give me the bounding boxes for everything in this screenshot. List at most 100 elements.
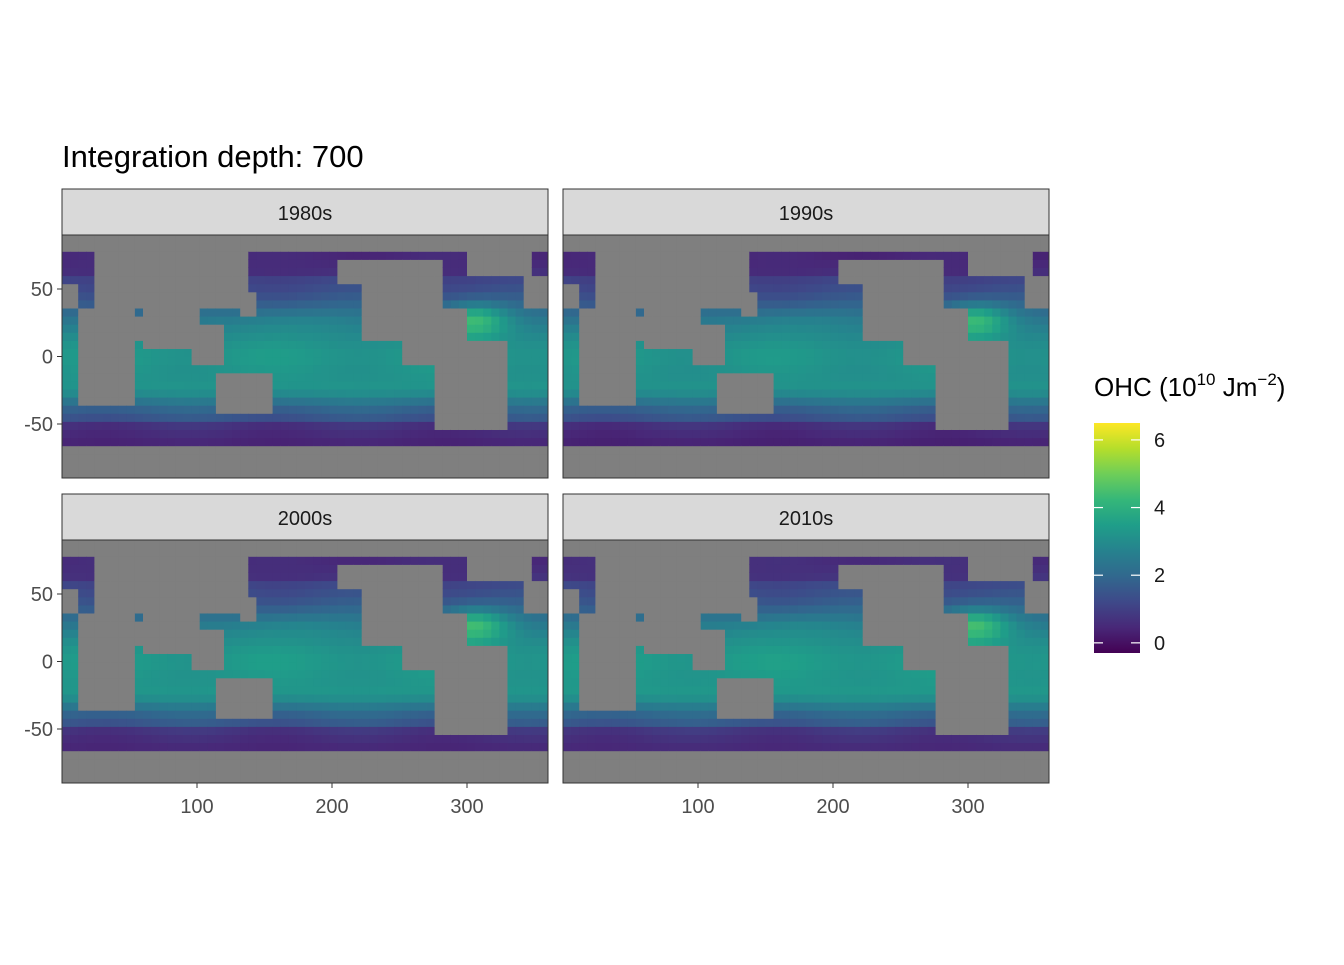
heatmap-cell [184,259,193,268]
heatmap-cell [86,556,95,565]
heatmap-cell [774,235,783,244]
heatmap-cell [928,446,937,455]
heatmap-cell [370,316,379,325]
heatmap-cell [798,446,807,455]
heatmap-cell [281,348,290,357]
heatmap-cell [741,332,750,341]
heatmap-cell [467,429,476,438]
heatmap-cell [830,397,839,406]
heatmap-cell [346,597,355,606]
heatmap-cell [127,421,136,430]
heatmap-cell [709,251,718,260]
heatmap-cell [410,405,419,414]
heatmap-cell [78,267,87,276]
heatmap-cell [402,564,411,573]
heatmap-cell [1009,276,1018,285]
heatmap-cell [94,678,103,687]
heatmap-cell [693,438,702,447]
heatmap-cell [1017,300,1026,309]
heatmap-cell [378,300,387,309]
heatmap-cell [297,734,306,743]
heatmap-cell [103,429,112,438]
heatmap-cell [297,605,306,614]
heatmap-cell [1025,462,1034,471]
heatmap-cell [337,324,346,333]
heatmap-cell [313,686,322,695]
heatmap-cell [127,446,136,455]
heatmap-cell [604,243,613,252]
heatmap-cell [127,613,136,622]
heatmap-cell [936,324,945,333]
heatmap-cell [524,284,533,293]
heatmap-cell [532,324,541,333]
heatmap-cell [200,251,209,260]
heatmap-cell [766,340,775,349]
heatmap-cell [508,413,517,422]
heatmap-cell [516,300,525,309]
heatmap-cell [911,462,920,471]
heatmap-cell [111,637,120,646]
heatmap-cell [587,373,596,382]
heatmap-cell [1000,267,1009,276]
heatmap-cell [273,357,282,366]
heatmap-cell [248,718,257,727]
heatmap-cell [1033,284,1042,293]
heatmap-cell [968,397,977,406]
heatmap-cell [216,300,225,309]
heatmap-cell [119,243,128,252]
heatmap-cell [1041,389,1050,398]
heatmap-cell [717,365,726,374]
heatmap-cell [968,276,977,285]
heatmap-cell [992,365,1001,374]
heatmap-cell [62,751,71,760]
heatmap-cell [1025,243,1034,252]
heatmap-cell [701,243,710,252]
heatmap-cell [806,259,815,268]
heatmap-cell [346,413,355,422]
heatmap-cell [265,743,274,752]
heatmap-cell [378,365,387,374]
heatmap-cell [378,694,387,703]
heatmap-cell [208,308,217,317]
heatmap-cell [944,365,953,374]
heatmap-cell [346,775,355,784]
heatmap-cell [911,446,920,455]
heatmap-cell [94,548,103,557]
heatmap-cell [968,348,977,357]
heatmap-cell [814,292,823,301]
heatmap-cell [733,413,742,422]
heatmap-cell [248,284,257,293]
heatmap-cell [402,357,411,366]
heatmap-cell [620,308,629,317]
heatmap-cell [386,438,395,447]
heatmap-cell [273,373,282,382]
heatmap-cell [370,267,379,276]
heatmap-cell [1017,365,1026,374]
heatmap-cell [822,243,831,252]
heatmap-cell [119,389,128,398]
heatmap-cell [103,597,112,606]
heatmap-cell [394,259,403,268]
heatmap-cell [644,373,653,382]
heatmap-cell [313,340,322,349]
heatmap-cell [394,470,403,479]
heatmap-cell [216,613,225,622]
heatmap-cell [70,438,79,447]
heatmap-cell [208,381,217,390]
heatmap-cell [782,276,791,285]
heatmap-cell [830,308,839,317]
heatmap-cell [329,564,338,573]
heatmap-cell [499,381,508,390]
heatmap-cell [427,645,436,654]
heatmap-cell [370,413,379,422]
heatmap-cell [540,300,549,309]
heatmap-cell [265,413,274,422]
heatmap-cell [167,572,176,581]
heatmap-cell [135,694,144,703]
heatmap-cell [1041,357,1050,366]
heatmap-cell [216,413,225,422]
heatmap-cell [70,710,79,719]
heatmap-cell [313,743,322,752]
heatmap-cell [159,678,168,687]
heatmap-cell [579,267,588,276]
